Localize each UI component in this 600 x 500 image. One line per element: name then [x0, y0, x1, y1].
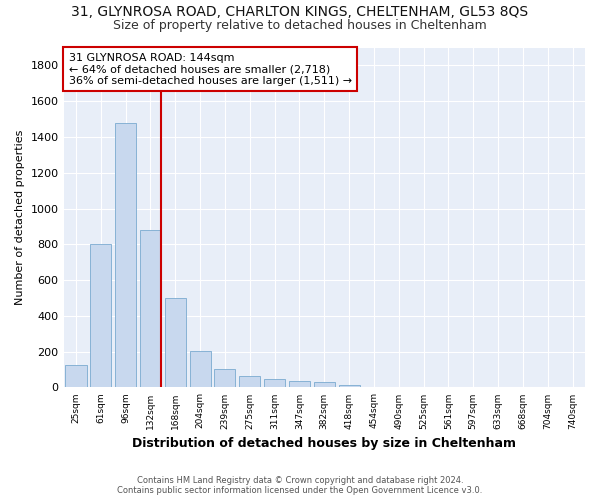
Bar — [115, 122, 136, 388]
Bar — [264, 380, 285, 388]
Bar — [165, 298, 186, 388]
Bar — [239, 376, 260, 388]
X-axis label: Distribution of detached houses by size in Cheltenham: Distribution of detached houses by size … — [132, 437, 516, 450]
Bar — [338, 386, 359, 388]
Bar — [289, 381, 310, 388]
Text: Contains HM Land Registry data © Crown copyright and database right 2024.
Contai: Contains HM Land Registry data © Crown c… — [118, 476, 482, 495]
Y-axis label: Number of detached properties: Number of detached properties — [15, 130, 25, 305]
Text: 31 GLYNROSA ROAD: 144sqm
← 64% of detached houses are smaller (2,718)
36% of sem: 31 GLYNROSA ROAD: 144sqm ← 64% of detach… — [69, 52, 352, 86]
Text: Size of property relative to detached houses in Cheltenham: Size of property relative to detached ho… — [113, 18, 487, 32]
Bar — [214, 368, 235, 388]
Bar — [190, 351, 211, 388]
Text: 31, GLYNROSA ROAD, CHARLTON KINGS, CHELTENHAM, GL53 8QS: 31, GLYNROSA ROAD, CHARLTON KINGS, CHELT… — [71, 5, 529, 19]
Bar — [140, 230, 161, 388]
Bar — [314, 382, 335, 388]
Bar — [90, 244, 112, 388]
Bar — [65, 365, 86, 388]
